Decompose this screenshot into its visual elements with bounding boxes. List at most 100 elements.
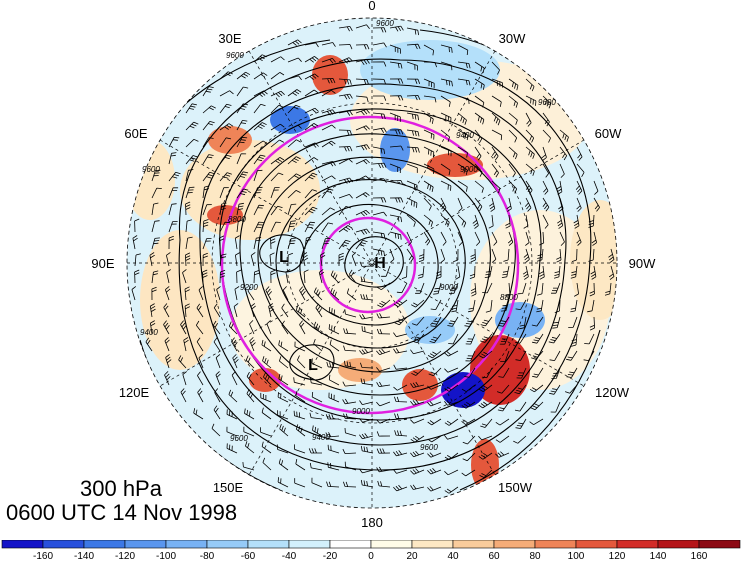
wind-barb <box>588 214 595 228</box>
colorbar-box <box>493 540 536 549</box>
wind-barb <box>457 44 469 56</box>
wind-barb <box>219 269 226 284</box>
wind-barb <box>287 173 301 182</box>
wind-barb <box>253 103 266 114</box>
wind-barb <box>338 57 353 64</box>
colorbar-box <box>42 540 85 549</box>
wind-barb <box>151 169 161 182</box>
lon-label-120w: 120W <box>595 385 630 400</box>
wind-barb <box>608 248 615 263</box>
wind-barb <box>411 299 425 308</box>
wind-barb <box>568 316 578 328</box>
wind-barb <box>427 384 442 390</box>
wind-barb <box>253 204 264 216</box>
wind-barb <box>134 269 140 284</box>
wind-barb <box>245 355 255 369</box>
wind-barb <box>304 189 318 199</box>
wind-barb <box>359 348 374 355</box>
colorbar-box <box>616 540 659 549</box>
wind-barb <box>360 479 374 488</box>
wind-barb <box>287 75 302 81</box>
wind-barb <box>270 187 280 199</box>
wind-barb <box>249 320 255 335</box>
wind-barb <box>373 95 387 101</box>
wind-barb <box>372 27 387 33</box>
wind-barb <box>168 187 179 199</box>
wind-barb <box>359 433 374 440</box>
colorbar-box <box>370 540 413 549</box>
colorbar-tick-label: 100 <box>568 551 585 561</box>
contour-label: 9600 <box>226 51 244 60</box>
wind-barb <box>328 306 340 318</box>
contour-label: 9000 <box>440 283 458 292</box>
wind-barb <box>423 78 435 89</box>
wind-barb <box>233 303 239 318</box>
colorbar-tick-label: -20 <box>323 551 338 561</box>
wind-barb <box>406 248 414 263</box>
wind-barb <box>519 316 527 330</box>
wind-barb <box>525 129 535 143</box>
wind-barb <box>234 286 240 301</box>
wind-barb <box>338 110 353 116</box>
wind-barb <box>304 73 319 80</box>
wind-barb <box>180 388 187 403</box>
wind-barb <box>465 350 476 362</box>
wind-barb <box>202 252 208 267</box>
wind-barb <box>389 145 404 151</box>
wind-barb <box>328 392 340 403</box>
wind-barb <box>344 360 357 369</box>
wind-barb <box>406 214 416 227</box>
wind-barb <box>304 206 318 216</box>
wind-barb <box>576 163 585 177</box>
wind-barb <box>505 282 511 297</box>
wind-barb <box>304 89 319 97</box>
wind-barb <box>163 303 170 318</box>
wind-barb <box>523 248 530 263</box>
wind-barb <box>440 248 446 263</box>
colorbar-tick-label: -40 <box>282 551 297 561</box>
wind-barb <box>151 237 160 250</box>
wind-barb <box>185 169 194 182</box>
wind-barb <box>436 266 442 280</box>
wind-barb <box>342 381 357 387</box>
wind-barb <box>325 414 339 420</box>
wind-barb <box>468 299 476 313</box>
wind-barb <box>389 129 404 135</box>
wind-barb <box>389 214 403 223</box>
wind-barb <box>359 400 374 405</box>
wind-barb <box>328 324 340 335</box>
wind-barb <box>343 413 357 420</box>
contour-label: 9600 <box>230 434 248 443</box>
wind-barb <box>444 367 459 373</box>
lon-label-30e: 30E <box>218 31 241 46</box>
lon-label-60w: 60W <box>595 126 622 141</box>
wind-barb <box>491 61 500 75</box>
wind-barb <box>440 231 447 246</box>
wind-barb <box>338 93 353 100</box>
wind-barb <box>423 61 437 68</box>
wind-barb <box>321 109 336 116</box>
wind-barb <box>461 384 476 393</box>
wind-barb <box>576 197 582 212</box>
contour-label: 9000 <box>460 165 478 174</box>
wind-barb <box>285 269 291 284</box>
wind-barb <box>325 432 340 438</box>
wind-barb <box>501 265 510 278</box>
wind-barb <box>295 424 306 437</box>
wind-barb <box>491 129 503 141</box>
wind-barb <box>474 112 485 125</box>
wind-barb <box>444 400 459 406</box>
wind-barb <box>604 282 612 296</box>
wind-barb <box>457 146 468 158</box>
wind-barb <box>287 220 296 233</box>
wind-barb <box>559 146 568 161</box>
wind-barb <box>219 90 234 97</box>
wind-barb <box>355 24 370 29</box>
pressure-centers: L H L <box>279 249 386 374</box>
wind-barb <box>372 178 387 184</box>
wind-barb <box>500 350 510 362</box>
colorbar-tick-label: 120 <box>609 551 626 561</box>
wind-barb <box>287 237 297 250</box>
wind-barb <box>508 180 518 194</box>
wind-barb <box>287 57 302 63</box>
